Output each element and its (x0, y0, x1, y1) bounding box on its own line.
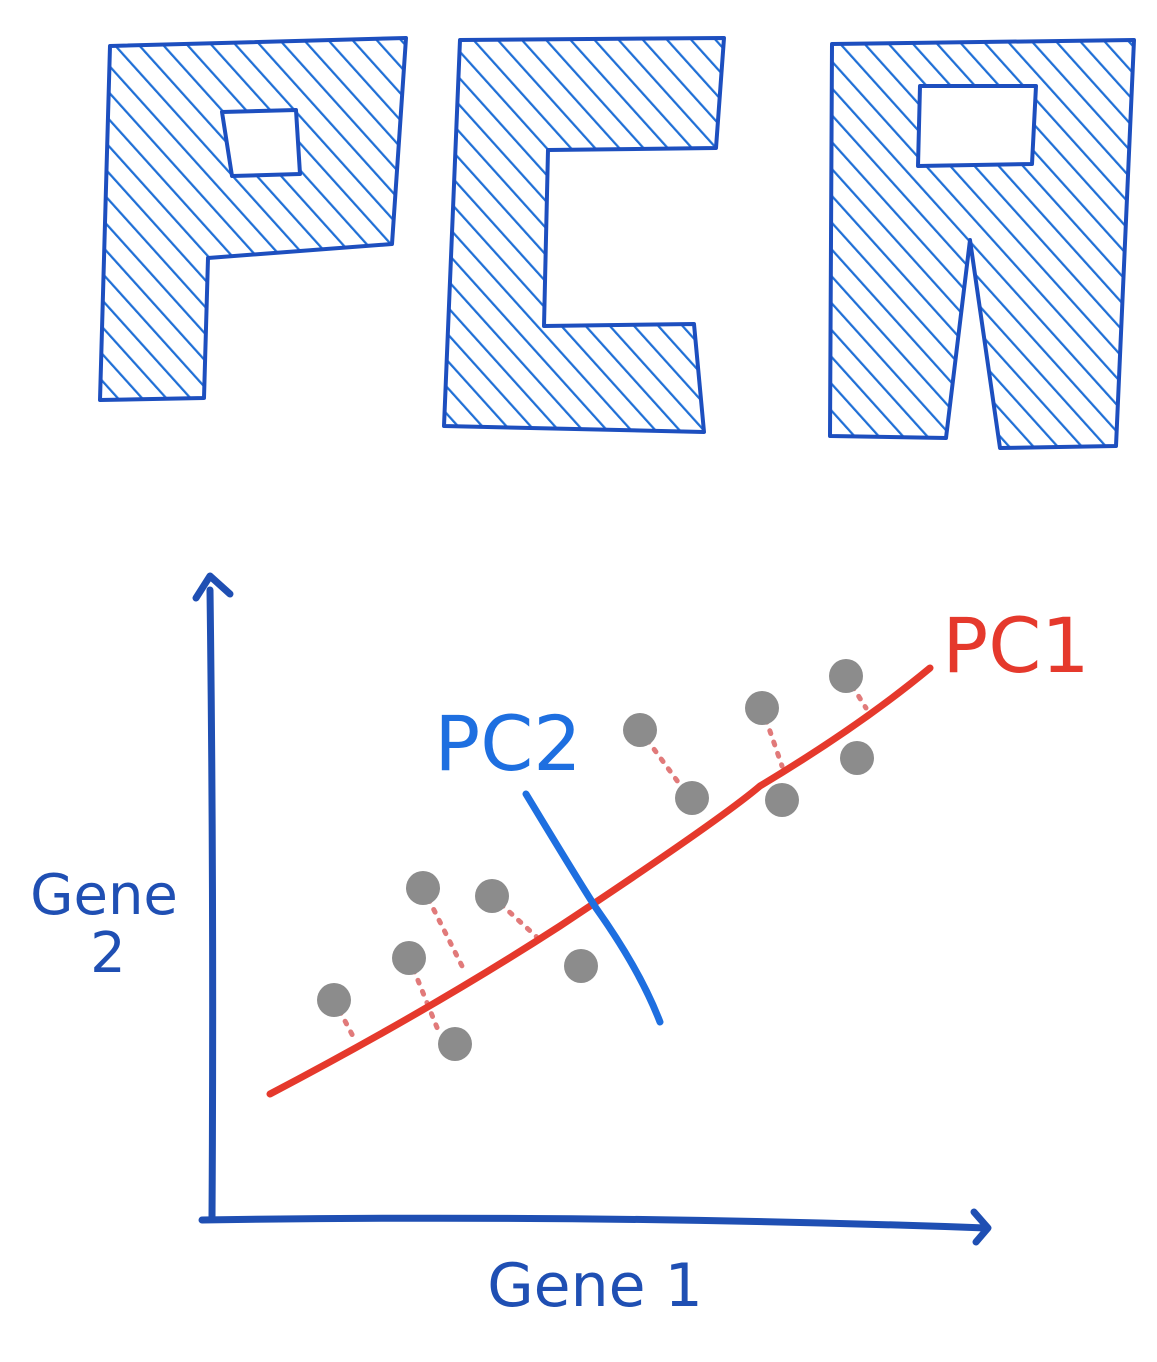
projection-lines (331, 673, 869, 1045)
y-axis-arrowhead (192, 572, 234, 602)
data-point (765, 783, 799, 817)
title-letter-p (98, 36, 408, 402)
data-point (392, 941, 426, 975)
data-point (317, 983, 351, 1017)
x-axis-label: Gene 1 (487, 1251, 703, 1321)
y-axis-label-line2: 2 (90, 921, 126, 986)
y-axis (192, 572, 234, 1222)
data-point (438, 1027, 472, 1061)
data-point (623, 713, 657, 747)
x-axis (198, 1208, 992, 1246)
title-letter-a (828, 38, 1136, 450)
title-letter-c (442, 36, 726, 434)
data-point (840, 741, 874, 775)
pc1-line (266, 664, 934, 1098)
data-point (475, 879, 509, 913)
pc1-label: PC1 (942, 601, 1089, 690)
projection-line (331, 997, 359, 1045)
data-point (745, 691, 779, 725)
pc2-line (522, 790, 664, 1026)
title-block-letters: P (98, 36, 1136, 450)
y-axis-label-line1: Gene (30, 863, 178, 928)
x-axis-arrowhead (970, 1208, 992, 1246)
data-points (317, 659, 874, 1061)
data-point (829, 659, 863, 693)
data-point (406, 871, 440, 905)
pc2-label: PC2 (434, 699, 581, 788)
data-point (675, 781, 709, 815)
data-point (564, 949, 598, 983)
